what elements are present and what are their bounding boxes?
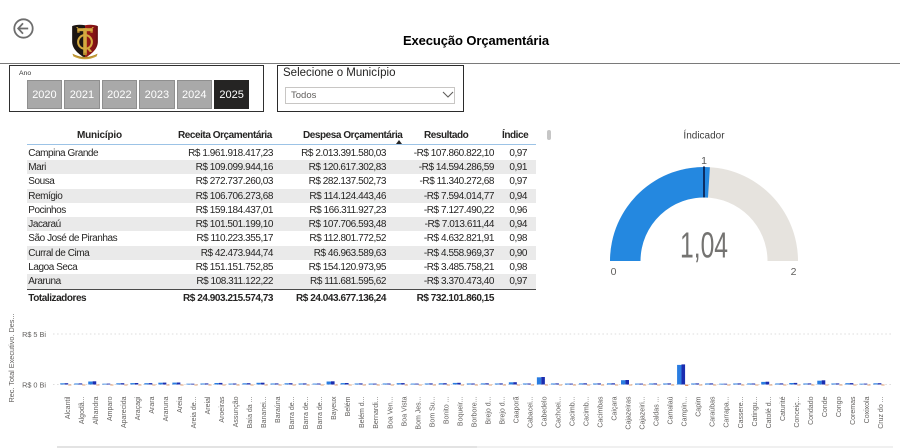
svg-text:0: 0: [611, 266, 617, 278]
svg-text:Caiçara: Caiçara: [612, 396, 619, 420]
svg-text:Coxixola: Coxixola: [864, 396, 871, 423]
svg-text:Aparecida: Aparecida: [121, 396, 128, 428]
svg-text:1: 1: [701, 155, 707, 167]
svg-text:Cabacei...: Cabacei...: [527, 396, 534, 428]
svg-text:R$ 5 Bi: R$ 5 Bi: [22, 330, 46, 339]
svg-text:Caturité: Caturité: [780, 396, 787, 421]
svg-text:Brejo d...: Brejo d...: [499, 396, 506, 424]
svg-text:Camalaú: Camalaú: [668, 396, 675, 424]
svg-text:Coremas: Coremas: [850, 396, 857, 425]
svg-text:Caraúbas: Caraúbas: [710, 396, 717, 427]
svg-text:Bernardi...: Bernardi...: [373, 396, 380, 428]
svg-text:Cajazeiri...: Cajazeiri...: [640, 396, 647, 429]
svg-text:1,04: 1,04: [680, 225, 728, 266]
svg-text:Boa Vista: Boa Vista: [401, 396, 408, 426]
svg-text:Belém d...: Belém d...: [359, 396, 366, 428]
svg-text:Baía da ...: Baía da ...: [247, 396, 254, 428]
svg-text:Araçagi: Araçagi: [135, 396, 142, 420]
svg-text:Assunção: Assunção: [233, 396, 240, 427]
svg-text:Rec. Total Executivo. Des...: Rec. Total Executivo. Des...: [7, 313, 16, 402]
svg-text:Brejo d...: Brejo d...: [485, 396, 492, 424]
svg-text:Bom Jes...: Bom Jes...: [415, 396, 422, 429]
svg-text:Cassere...: Cassere...: [738, 396, 745, 428]
svg-text:Caaporã: Caaporã: [513, 396, 520, 423]
svg-text:Alhandra: Alhandra: [93, 396, 100, 424]
svg-text:Barra de...: Barra de...: [317, 396, 324, 429]
svg-text:2: 2: [791, 266, 797, 278]
svg-text:Condado: Condado: [808, 396, 815, 425]
svg-text:Aroeiras: Aroeiras: [219, 396, 226, 423]
svg-text:Barra de...: Barra de...: [303, 396, 310, 429]
svg-text:Borbore...: Borbore...: [471, 396, 478, 427]
svg-text:Boa Ven...: Boa Ven...: [387, 396, 394, 428]
svg-text:Cacimb...: Cacimb...: [584, 396, 591, 426]
svg-text:Conde: Conde: [822, 396, 829, 417]
svg-text:Conceiç...: Conceiç...: [794, 396, 801, 427]
svg-text:Amparo: Amparo: [107, 396, 114, 421]
svg-text:Cajazeiras: Cajazeiras: [626, 396, 633, 430]
svg-text:Arara: Arara: [149, 396, 156, 413]
svg-text:Areia: Areia: [177, 396, 184, 412]
svg-text:Cabedelo: Cabedelo: [541, 396, 548, 426]
svg-text:Barra de...: Barra de...: [289, 396, 296, 429]
svg-text:Belém: Belém: [345, 396, 352, 416]
svg-text:Cacimbas: Cacimbas: [598, 396, 605, 428]
svg-text:Alcantil: Alcantil: [65, 396, 72, 419]
svg-text:Areial: Areial: [205, 396, 212, 414]
svg-text:Carrapa...: Carrapa...: [724, 396, 731, 427]
svg-text:Cacimb...: Cacimb...: [570, 396, 577, 426]
svg-text:Boqueir...: Boqueir...: [457, 396, 464, 426]
svg-text:Bananei...: Bananei...: [261, 396, 268, 428]
svg-text:Cachoei...: Cachoei...: [556, 396, 563, 428]
svg-text:Campin...: Campin...: [682, 396, 689, 426]
svg-text:Bayeux: Bayeux: [331, 396, 338, 420]
svg-text:Araruna: Araruna: [163, 396, 170, 421]
svg-text:Cruz do ...: Cruz do ...: [878, 396, 885, 428]
svg-text:Catingu...: Catingu...: [752, 396, 759, 426]
svg-text:Areia de...: Areia de...: [191, 396, 198, 428]
svg-text:Congo: Congo: [836, 396, 843, 417]
svg-text:Bonito ...: Bonito ...: [443, 396, 450, 424]
svg-text:R$ 0 Bi: R$ 0 Bi: [22, 381, 46, 390]
svg-text:Capim: Capim: [696, 396, 703, 416]
svg-text:Caldas ...: Caldas ...: [654, 396, 661, 426]
svg-text:Baraúna: Baraúna: [275, 396, 282, 423]
svg-text:Catolé d...: Catolé d...: [766, 396, 773, 428]
svg-text:Índicador: Índicador: [683, 129, 725, 142]
svg-text:Algodã...: Algodã...: [79, 396, 86, 424]
svg-text:Bom Su...: Bom Su...: [429, 396, 436, 427]
